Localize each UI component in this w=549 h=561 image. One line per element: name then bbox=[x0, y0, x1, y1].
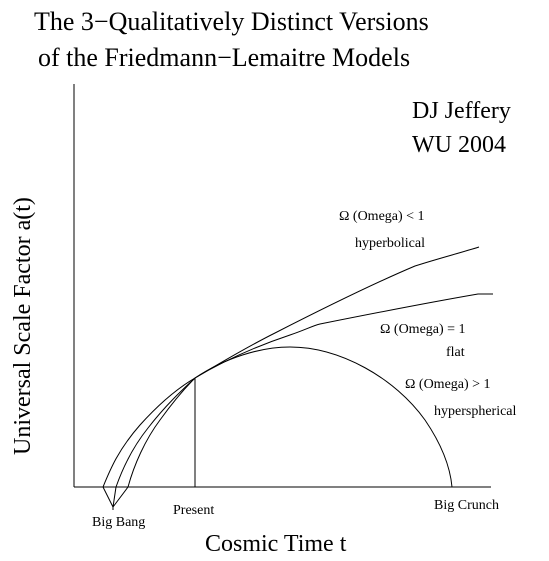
hyperbolic-curve bbox=[102, 246, 480, 488]
credit-line-2: WU 2004 bbox=[412, 132, 506, 158]
present-label: Present bbox=[173, 503, 214, 518]
x-axis-label: Cosmic Time t bbox=[205, 531, 347, 557]
big-crunch-label: Big Crunch bbox=[434, 498, 499, 513]
big-bang-bracket bbox=[102, 486, 129, 510]
hyperbolic-condition-label: Ω (Omega) < 1 bbox=[339, 209, 425, 224]
hyperspherical-curve bbox=[127, 346, 453, 488]
hyperbolic-name-label: hyperbolical bbox=[355, 236, 425, 251]
credit-line-1: DJ Jeffery bbox=[412, 98, 511, 124]
hyperspherical-condition-label: Ω (Omega) > 1 bbox=[405, 377, 491, 392]
flat-curve bbox=[115, 293, 493, 488]
flat-condition-label: Ω (Omega) = 1 bbox=[380, 322, 466, 337]
big-bang-label: Big Bang bbox=[92, 515, 145, 530]
title-line-2: of the Friedmann−Lemaitre Models bbox=[38, 43, 410, 72]
title-line-1: The 3−Qualitatively Distinct Versions bbox=[34, 7, 429, 36]
y-axis-label: Universal Scale Factor a(t) bbox=[10, 197, 36, 455]
hyperspherical-name-label: hyperspherical bbox=[434, 404, 517, 419]
flat-name-label: flat bbox=[446, 345, 465, 360]
